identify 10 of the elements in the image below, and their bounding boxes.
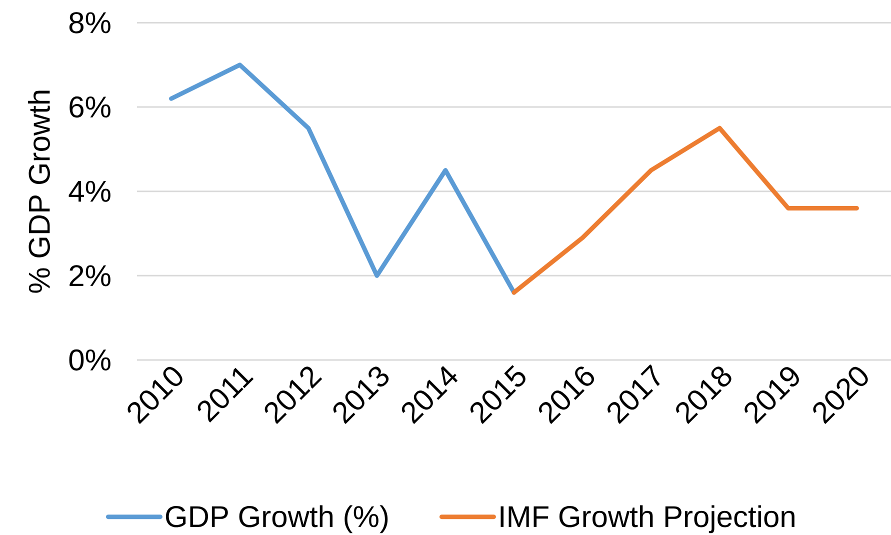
line-series	[512, 126, 859, 295]
legend-label: IMF Growth Projection	[500, 505, 794, 534]
y-axis-title: % GDP Growth	[28, 90, 50, 293]
y-tick-label: 8%	[69, 12, 110, 34]
y-tick-label: 2%	[70, 265, 110, 286]
y-tick-label: 0%	[69, 349, 110, 371]
y-tick-label: 6%	[70, 96, 110, 118]
legend-label: GDP Growth (%)	[166, 505, 388, 534]
y-tick-label: 4%	[68, 180, 110, 202]
line-series	[169, 62, 516, 295]
